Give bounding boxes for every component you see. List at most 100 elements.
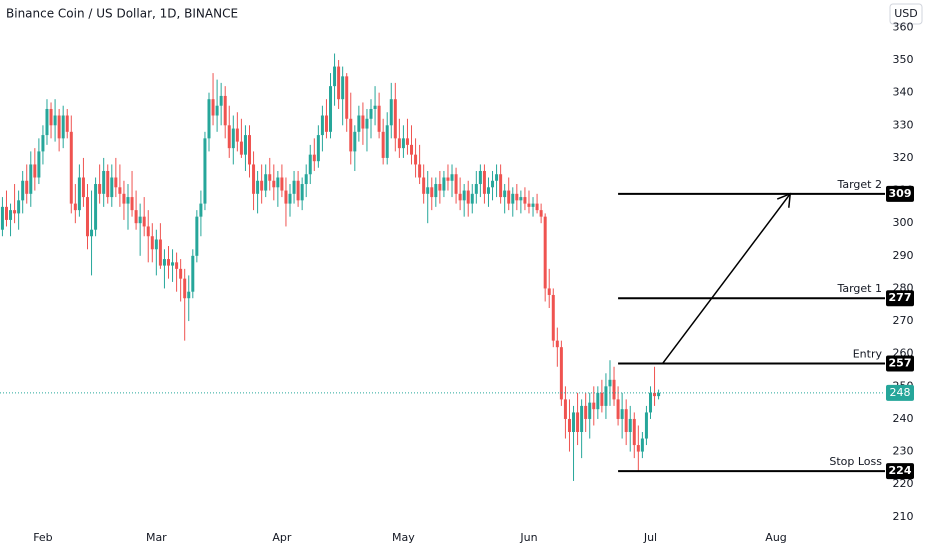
candle-body xyxy=(223,95,227,126)
candle-body xyxy=(17,200,21,214)
candle-body xyxy=(511,193,515,204)
candle-body xyxy=(65,115,69,132)
candle-body xyxy=(49,108,53,126)
y-tick-label: 220 xyxy=(893,477,914,490)
candle-body xyxy=(414,154,418,165)
price-tag xyxy=(886,384,914,401)
candle-body xyxy=(624,409,628,433)
candle-body xyxy=(474,184,478,194)
candle-body xyxy=(503,190,507,198)
x-tick-label: Apr xyxy=(272,531,292,544)
candle-body xyxy=(296,180,300,201)
candle-body xyxy=(308,154,312,175)
level-tag xyxy=(886,185,914,202)
candle-body xyxy=(219,95,223,106)
candle-body xyxy=(29,164,33,194)
candle-body xyxy=(397,138,401,149)
candle-body xyxy=(381,131,385,158)
level-label: Target 1 xyxy=(836,282,882,295)
candle-body xyxy=(138,216,142,224)
candle-body xyxy=(13,210,17,214)
level-tag-text: 309 xyxy=(889,187,912,200)
candle-body xyxy=(106,170,110,198)
candle-body xyxy=(349,118,353,152)
currency[interactable]: USD xyxy=(894,7,918,20)
candle-body xyxy=(519,197,523,201)
candle-body xyxy=(450,174,454,181)
candle-body xyxy=(446,177,450,181)
level-tag xyxy=(886,463,914,480)
candle-body xyxy=(434,184,438,198)
candle-body xyxy=(385,125,389,158)
candle-body xyxy=(442,177,446,191)
y-tick-label: 240 xyxy=(893,412,914,425)
candle-body xyxy=(620,409,624,419)
candle-body xyxy=(243,135,247,155)
price-tag-text: 248 xyxy=(890,386,911,399)
candle-body xyxy=(333,66,337,87)
candle-body xyxy=(547,288,551,295)
candle-body xyxy=(312,154,316,162)
candle-body xyxy=(361,115,365,129)
candle-body xyxy=(405,138,409,145)
candle-body xyxy=(430,187,434,198)
candle-body xyxy=(199,203,203,217)
candle-body xyxy=(260,180,264,191)
candle-body xyxy=(207,99,211,139)
y-tick-label: 320 xyxy=(893,151,914,164)
x-tick-label: Mar xyxy=(146,531,167,544)
candle-body xyxy=(134,210,138,224)
candle-body xyxy=(235,128,239,142)
y-tick-label: 230 xyxy=(893,445,914,458)
candle-body xyxy=(215,105,219,116)
candle-body xyxy=(154,239,158,250)
y-tick-label: 330 xyxy=(893,118,914,131)
candle-body xyxy=(580,405,584,433)
candle-body xyxy=(118,187,122,194)
candle-body xyxy=(324,115,328,132)
candle-body xyxy=(559,347,563,400)
level-label: Stop Loss xyxy=(829,455,882,468)
candle-body xyxy=(466,190,470,204)
candle-body xyxy=(628,418,632,433)
candle-body xyxy=(320,115,324,136)
candle-body xyxy=(142,216,146,227)
candle-body xyxy=(102,170,106,194)
candle-body xyxy=(495,174,499,181)
candle-body xyxy=(304,174,308,185)
candle-body xyxy=(231,128,235,149)
candle-body xyxy=(9,210,13,220)
candle-body xyxy=(616,399,620,419)
candle-body xyxy=(21,180,25,201)
candle-body xyxy=(130,197,134,211)
candle-body xyxy=(239,141,243,155)
candle-body xyxy=(264,174,268,191)
candle-body xyxy=(644,412,648,439)
y-tick-label: 290 xyxy=(893,249,914,262)
candle-body xyxy=(114,177,118,188)
candle-body xyxy=(158,239,162,266)
candle-body xyxy=(636,445,640,452)
candle-body xyxy=(572,412,576,433)
candle-body xyxy=(576,412,580,433)
candle-body xyxy=(353,131,357,152)
candle-body xyxy=(567,418,571,433)
x-tick-label: Jun xyxy=(519,531,537,544)
candle-body xyxy=(369,108,373,119)
candle-body xyxy=(648,392,652,413)
candle-body xyxy=(69,131,73,204)
candle-body xyxy=(183,278,187,299)
candle-body xyxy=(527,203,531,207)
y-tick-label: 350 xyxy=(893,53,914,66)
candle-body xyxy=(256,180,260,194)
candle-body xyxy=(329,86,333,132)
candle-body xyxy=(657,392,661,397)
currency-box[interactable] xyxy=(889,3,923,25)
candle-body xyxy=(596,392,600,410)
plot-area xyxy=(0,53,661,481)
candle-body xyxy=(179,268,183,279)
candle-body xyxy=(438,184,442,191)
candle-body xyxy=(604,386,608,406)
candle-body xyxy=(288,193,292,204)
